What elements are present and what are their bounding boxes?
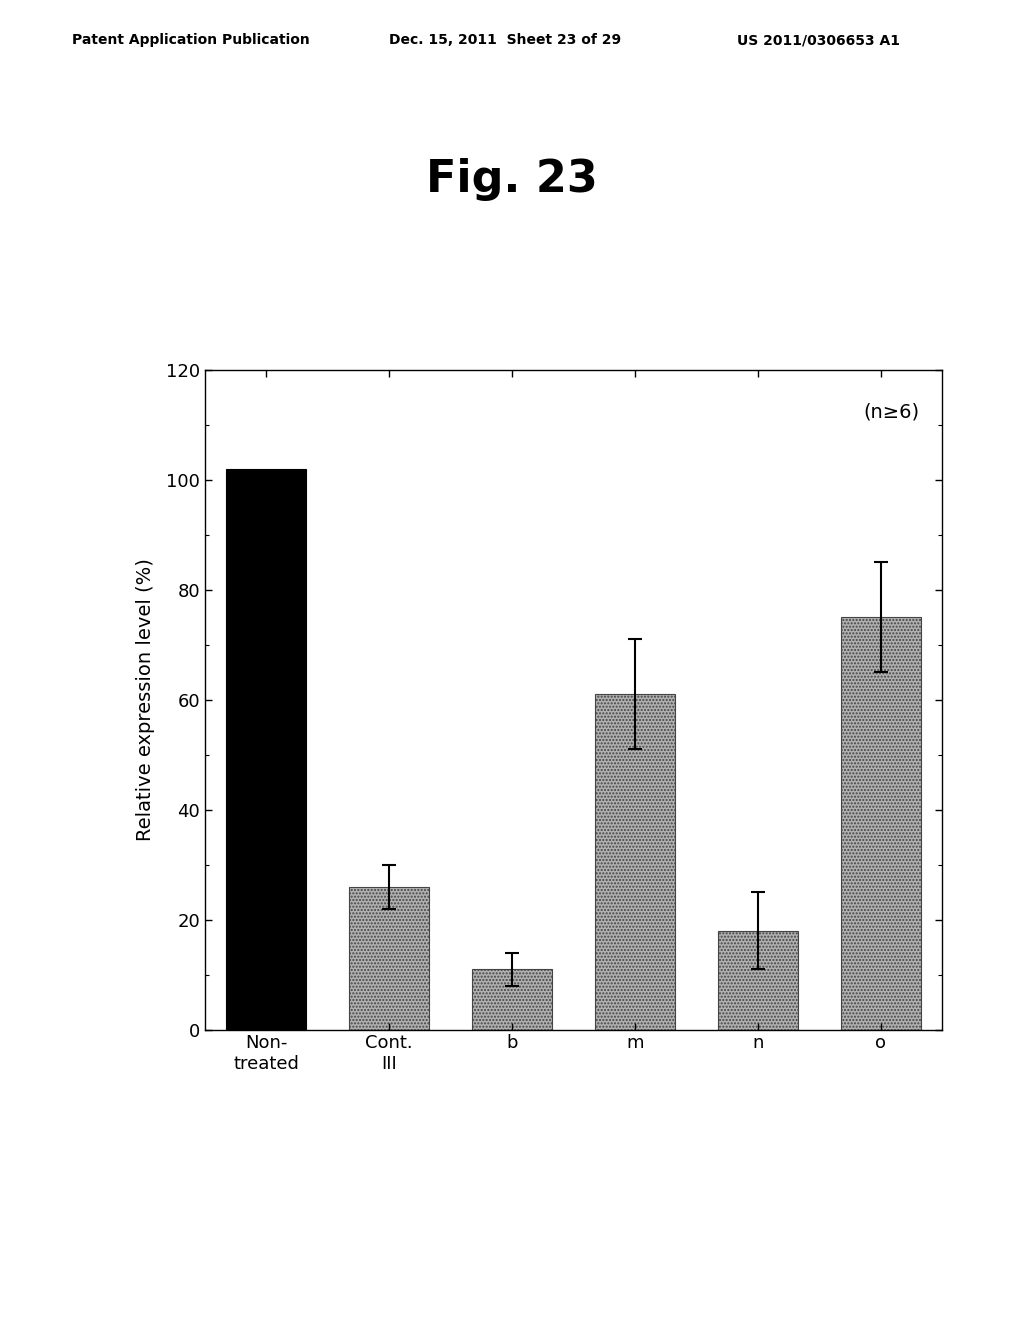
- Bar: [472, 969, 552, 1030]
- Bar: [718, 931, 798, 1030]
- Text: US 2011/0306653 A1: US 2011/0306653 A1: [737, 33, 900, 48]
- Bar: [841, 618, 921, 1030]
- Y-axis label: Relative expression level (%): Relative expression level (%): [136, 558, 155, 841]
- Bar: [595, 694, 675, 1030]
- Text: (n≥6): (n≥6): [864, 403, 920, 421]
- Text: Patent Application Publication: Patent Application Publication: [72, 33, 309, 48]
- Text: Dec. 15, 2011  Sheet 23 of 29: Dec. 15, 2011 Sheet 23 of 29: [389, 33, 622, 48]
- Text: Fig. 23: Fig. 23: [426, 158, 598, 202]
- Bar: [349, 887, 429, 1030]
- Bar: [226, 469, 306, 1030]
